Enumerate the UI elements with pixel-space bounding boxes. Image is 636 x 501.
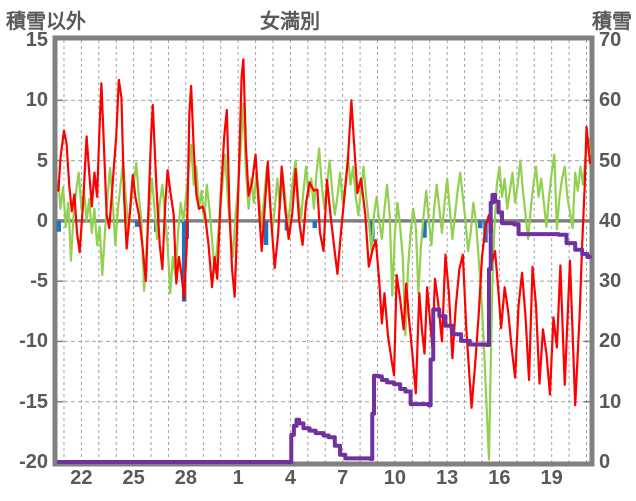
chart-title: 女満別 (260, 11, 320, 33)
purple-step-snow-depth (57, 192, 592, 464)
left-axis-tick-label: 0 (36, 209, 48, 232)
right-axis-tick-label: 40 (599, 209, 622, 232)
right-axis-tick-label: 0 (599, 451, 611, 473)
plot-frame (52, 35, 595, 467)
left-axis-tick-label: 5 (36, 149, 48, 172)
x-axis-tick-label: 28 (174, 467, 198, 489)
left-axis-title: 積雪以外 (6, 11, 86, 33)
x-axis-tick-label: 25 (122, 467, 145, 489)
x-axis-tick-label: 10 (383, 467, 407, 489)
right-axis-tick-label: 60 (599, 89, 622, 112)
x-axis-tick-label: 16 (488, 467, 511, 489)
left-axis-tick-label: -20 (19, 451, 48, 473)
left-axis-tick-label: -10 (19, 330, 48, 353)
right-axis-tick-label: 70 (599, 29, 622, 51)
right-axis-tick-label: 20 (599, 330, 622, 353)
left-axis-tick-label: 15 (25, 29, 48, 51)
right-axis-tick-label: 10 (599, 390, 622, 413)
left-axis-tick-label: -5 (30, 270, 48, 293)
right-axis-tick-label: 50 (599, 149, 622, 172)
left-axis-tick-label: 10 (25, 89, 48, 112)
left-axis-tick-label: -15 (19, 390, 48, 413)
right-axis-tick-label: 30 (599, 270, 622, 293)
x-axis-tick-label: 19 (540, 467, 563, 489)
x-axis-tick-label: 1 (232, 467, 244, 489)
x-axis-tick-label: 13 (436, 467, 459, 489)
x-axis-tick-label: 22 (70, 467, 93, 489)
x-axis-tick-label: 4 (284, 467, 296, 489)
red-line (57, 58, 592, 409)
x-axis-tick-label: 7 (337, 467, 349, 489)
right-axis-title: 積雪 (592, 11, 632, 33)
